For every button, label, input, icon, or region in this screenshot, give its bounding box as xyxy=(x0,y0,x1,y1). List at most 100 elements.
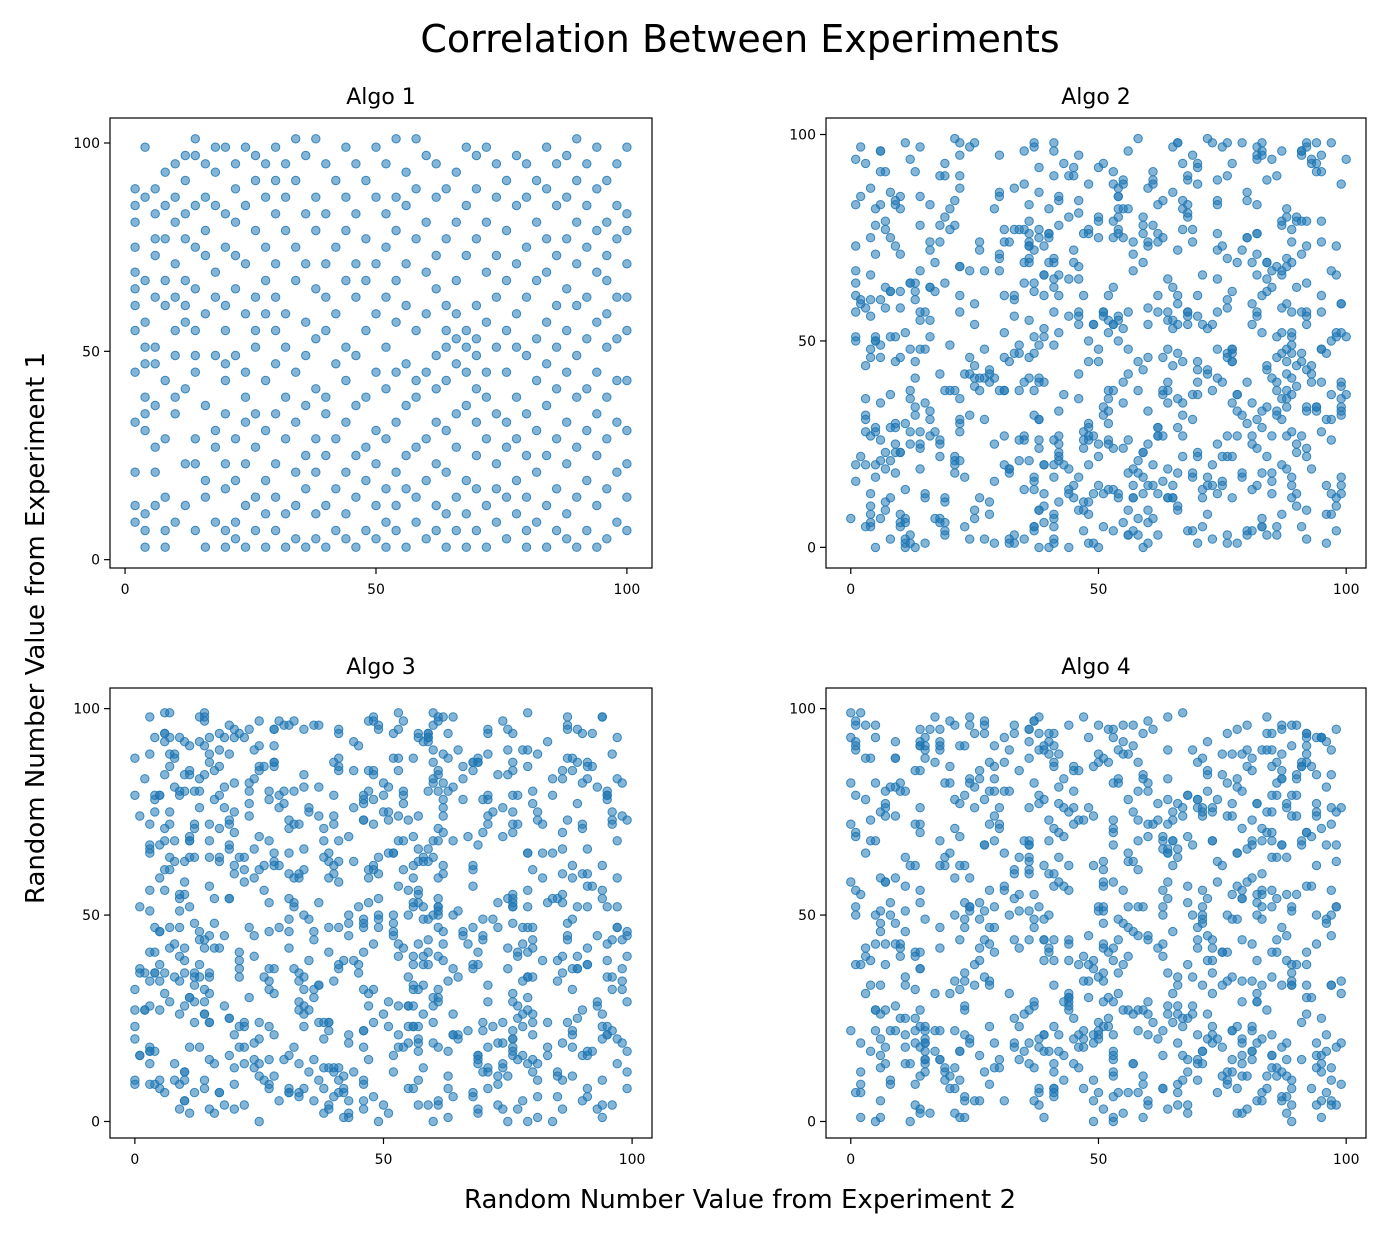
data-point xyxy=(1272,377,1282,387)
data-point xyxy=(1277,460,1287,470)
data-point xyxy=(602,342,612,352)
data-point xyxy=(528,865,538,875)
data-point xyxy=(1054,798,1064,809)
data-point xyxy=(622,997,632,1007)
data-point xyxy=(905,385,915,396)
data-point xyxy=(1168,815,1178,825)
data-point xyxy=(1044,910,1054,920)
data-point xyxy=(209,794,220,805)
data-point xyxy=(557,827,568,838)
data-point xyxy=(1262,1071,1272,1081)
data-point xyxy=(204,968,215,978)
data-point xyxy=(184,770,195,780)
data-point xyxy=(1118,377,1128,387)
data-point xyxy=(875,926,886,937)
data-point xyxy=(1311,1038,1322,1048)
data-point xyxy=(1123,1087,1133,1098)
data-point xyxy=(1078,435,1089,445)
data-point xyxy=(224,819,235,829)
data-point xyxy=(905,394,915,404)
data-point xyxy=(1272,352,1282,363)
data-point xyxy=(1103,394,1114,404)
data-point xyxy=(1227,889,1237,900)
data-point xyxy=(572,259,582,269)
data-point xyxy=(860,848,871,858)
data-point xyxy=(311,467,321,477)
data-point xyxy=(239,1059,250,1069)
data-point xyxy=(1113,191,1124,202)
data-point xyxy=(1138,447,1148,458)
data-point xyxy=(1093,1017,1104,1028)
data-point xyxy=(1069,803,1079,813)
data-point xyxy=(1108,1050,1119,1061)
data-point xyxy=(451,492,461,502)
data-point xyxy=(421,309,431,319)
data-point xyxy=(1341,154,1351,165)
data-point xyxy=(1118,398,1128,408)
data-point xyxy=(856,1112,866,1123)
data-point xyxy=(230,284,241,294)
data-point xyxy=(501,492,512,502)
data-point xyxy=(301,450,311,461)
data-point xyxy=(269,1071,279,1081)
data-point xyxy=(562,724,573,734)
data-point xyxy=(291,534,301,544)
data-point xyxy=(930,257,940,268)
data-point xyxy=(1287,906,1297,916)
data-point xyxy=(1217,1071,1228,1081)
data-point xyxy=(552,976,563,986)
data-point xyxy=(1207,460,1218,470)
data-point xyxy=(582,869,593,879)
data-point xyxy=(1252,889,1262,900)
data-point xyxy=(1049,1083,1059,1094)
data-point xyxy=(994,819,1005,829)
data-point xyxy=(363,1054,374,1065)
data-point xyxy=(880,505,891,515)
data-point xyxy=(140,392,150,402)
data-point xyxy=(1034,162,1044,173)
data-point xyxy=(1074,195,1084,206)
data-point xyxy=(301,150,311,161)
data-point xyxy=(443,753,453,763)
data-point xyxy=(523,761,533,772)
data-point xyxy=(291,175,301,186)
data-point xyxy=(865,183,876,193)
data-point xyxy=(160,275,170,286)
data-point xyxy=(371,367,381,377)
data-point xyxy=(1108,443,1119,453)
data-point xyxy=(1197,807,1208,817)
data-point xyxy=(1262,257,1272,268)
data-point xyxy=(1039,935,1049,945)
data-point xyxy=(1098,753,1109,763)
data-point xyxy=(890,753,901,763)
data-point xyxy=(900,881,910,891)
data-point xyxy=(1178,1075,1188,1085)
data-point xyxy=(950,195,960,206)
data-point xyxy=(930,427,940,437)
data-point xyxy=(413,1100,423,1110)
data-point xyxy=(498,1038,508,1048)
data-point xyxy=(940,158,950,169)
data-point xyxy=(860,794,871,805)
data-point xyxy=(1207,319,1218,330)
data-point xyxy=(204,749,215,759)
data-point xyxy=(572,757,583,767)
data-point xyxy=(165,819,175,829)
data-point xyxy=(979,1067,990,1077)
data-point xyxy=(1148,220,1158,231)
x-tick-label: 0 xyxy=(846,582,855,598)
data-point xyxy=(1138,365,1148,375)
data-point xyxy=(150,400,160,411)
data-point xyxy=(150,234,160,244)
data-point xyxy=(240,200,251,211)
data-point xyxy=(969,138,980,148)
data-point xyxy=(438,939,448,949)
data-point xyxy=(321,450,331,461)
data-point xyxy=(940,497,950,507)
data-point xyxy=(1074,307,1084,317)
data-point xyxy=(1326,414,1337,425)
data-point xyxy=(557,951,568,961)
data-point xyxy=(1316,823,1327,834)
data-point xyxy=(180,500,191,511)
data-point xyxy=(950,976,960,986)
